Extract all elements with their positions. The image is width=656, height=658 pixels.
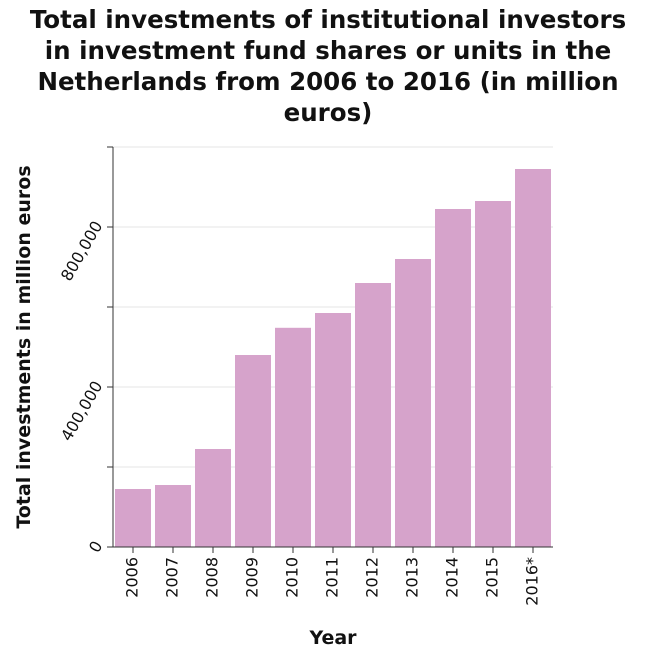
x-axis-title: Year — [308, 627, 357, 649]
y-tick-label: 0 — [85, 538, 107, 556]
y-axis-title: Total investments in million euros — [13, 165, 35, 528]
bar-2012 — [355, 283, 391, 547]
x-tick-labels: 2006 2007 2008 2009 2010 2011 2012 2013 2014 2015… — [123, 557, 542, 606]
bar-2007 — [155, 485, 191, 547]
bar-2008 — [195, 449, 231, 547]
x-tick-label: 2014 — [443, 557, 462, 598]
bar-2014 — [435, 209, 471, 547]
x-tick-label: 2013 — [403, 557, 422, 598]
y-tick-label: 400,000 — [57, 378, 107, 445]
x-tick-label: 2006 — [123, 557, 142, 598]
x-tick-label: 2010 — [283, 557, 302, 598]
axes — [107, 146, 553, 553]
x-tick-label: 2007 — [163, 557, 182, 598]
bar-2006 — [115, 489, 151, 547]
bar-2015 — [475, 201, 511, 547]
y-tick-label: 800,000 — [57, 218, 107, 285]
x-tick-label: 2015 — [483, 557, 502, 598]
x-tick-label: 2016* — [523, 557, 542, 606]
chart-title: Total investments of institutional inves… — [29, 5, 627, 127]
x-tick-label: 2011 — [323, 557, 342, 598]
x-tick-label: 2009 — [243, 557, 262, 598]
bar-2010 — [275, 327, 311, 547]
bar-2011 — [315, 313, 351, 547]
bar-2016 — [515, 169, 551, 547]
bar-2013 — [395, 259, 431, 547]
x-tick-label: 2012 — [363, 557, 382, 598]
bars — [115, 169, 551, 547]
bar-2009 — [235, 355, 271, 547]
x-tick-label: 2008 — [203, 557, 222, 598]
y-tick-labels: 0 400,000 800,000 — [57, 218, 107, 556]
